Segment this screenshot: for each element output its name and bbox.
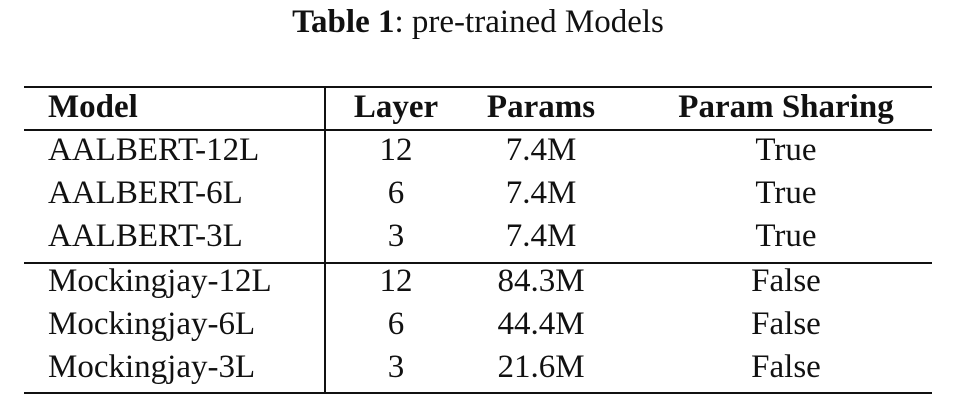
cell-params: 44.4M	[497, 306, 585, 342]
header-param-sharing: Param Sharing	[678, 89, 894, 125]
cell-param-sharing: False	[751, 306, 821, 342]
header-params: Params	[486, 89, 596, 125]
table-row: AALBERT-3L 3 7.4M True	[24, 215, 932, 258]
table-top-rule	[24, 86, 932, 88]
cell-params: 7.4M	[505, 218, 577, 254]
table-row: Mockingjay-3L 3 21.6M False	[24, 346, 932, 389]
cell-layer: 6	[387, 175, 405, 211]
cell-param-sharing: True	[755, 132, 817, 168]
cell-model: Mockingjay-12L	[48, 263, 272, 299]
cell-param-sharing: True	[755, 175, 817, 211]
table-column-divider	[324, 87, 326, 393]
cell-params: 7.4M	[505, 132, 577, 168]
cell-model: AALBERT-6L	[48, 175, 243, 211]
cell-param-sharing: True	[755, 218, 817, 254]
cell-params: 21.6M	[497, 349, 585, 385]
table-caption-label: Table 1	[292, 4, 395, 40]
table-caption-text: pre-trained Models	[411, 4, 664, 40]
table-caption-separator: :	[394, 4, 404, 40]
cell-model: AALBERT-3L	[48, 218, 243, 254]
table-header-rule	[24, 129, 932, 131]
table-group-divider	[24, 262, 932, 264]
cell-layer: 3	[387, 218, 405, 254]
cell-layer: 12	[379, 132, 413, 168]
table-bottom-rule	[24, 392, 932, 394]
header-layer: Layer	[353, 89, 439, 125]
table-row: Mockingjay-12L 12 84.3M False	[24, 260, 932, 303]
table-row: AALBERT-12L 12 7.4M True	[24, 129, 932, 172]
cell-model: Mockingjay-6L	[48, 306, 256, 342]
cell-layer: 6	[387, 306, 405, 342]
table-row: Mockingjay-6L 6 44.4M False	[24, 303, 932, 346]
cell-params: 7.4M	[505, 175, 577, 211]
cell-param-sharing: False	[751, 263, 821, 299]
cell-layer: 12	[379, 263, 413, 299]
cell-params: 84.3M	[497, 263, 585, 299]
cell-model: Mockingjay-3L	[48, 349, 256, 385]
cell-model: AALBERT-12L	[48, 132, 260, 168]
cell-layer: 3	[387, 349, 405, 385]
table-caption: Table 1: pre-trained Models	[0, 0, 956, 44]
table-header-row: Model Layer Params Param Sharing	[24, 86, 932, 129]
header-model: Model	[48, 89, 138, 125]
table-row: AALBERT-6L 6 7.4M True	[24, 172, 932, 215]
cell-param-sharing: False	[751, 349, 821, 385]
